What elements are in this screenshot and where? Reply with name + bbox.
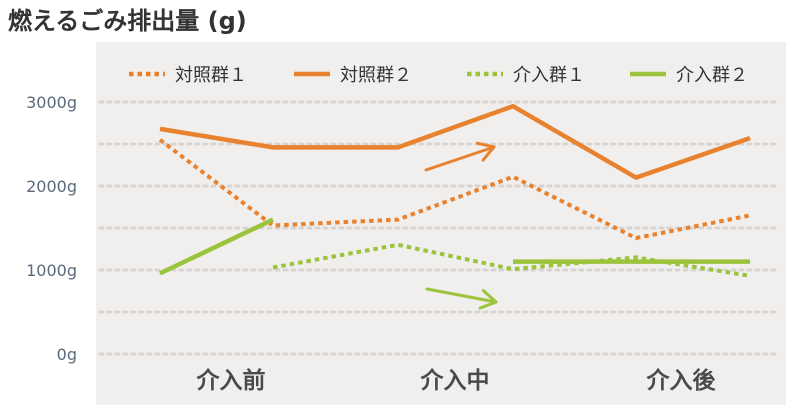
y-tick-label: 2000g (26, 177, 77, 196)
increase-arrow-head (475, 141, 496, 162)
x-axis-categories: 介入前 介入中 介入後 (196, 367, 717, 394)
decrease-arrow-head (478, 289, 498, 310)
series-line-1 (158, 138, 751, 241)
x-category-label: 介入前 (196, 367, 266, 394)
legend: 対照群１ 対照群２ 介入群１ 介入群２ (129, 65, 748, 86)
increase-arrow (424, 145, 496, 172)
y-tick-label: 0g (57, 345, 77, 364)
x-category-label: 介入後 (646, 367, 717, 394)
y-tick-label: 1000g (26, 261, 77, 280)
legend-label: 介入群１ (513, 65, 585, 86)
annotation-arrows (424, 141, 498, 310)
gridlines (98, 100, 780, 356)
decrease-arrow (425, 287, 498, 304)
y-tick-label: 3000g (26, 93, 77, 112)
legend-label: 介入群２ (676, 65, 748, 86)
legend-label: 対照群２ (340, 65, 412, 86)
series-line-4 (159, 217, 274, 276)
x-category-label: 介入中 (420, 368, 490, 394)
legend-label: 対照群１ (175, 65, 247, 86)
plot-panel (96, 42, 786, 405)
series-line-2 (159, 103, 751, 180)
chart-title: 燃えるごみ排出量 (g) (8, 7, 247, 35)
y-axis-ticks: 0g 1000g 2000g 3000g (26, 93, 77, 364)
series-lines (158, 103, 751, 278)
